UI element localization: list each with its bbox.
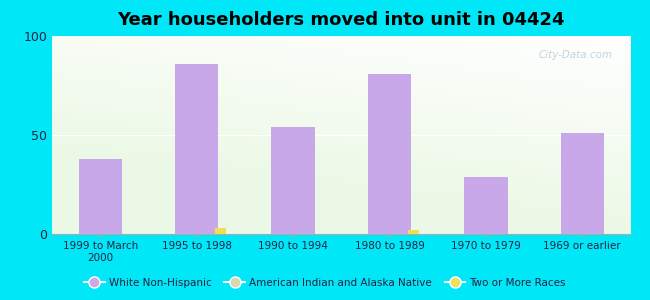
- Bar: [464, 177, 508, 234]
- Title: Year householders moved into unit in 04424: Year householders moved into unit in 044…: [118, 11, 565, 29]
- Bar: [175, 64, 218, 234]
- Text: City-Data.com: City-Data.com: [539, 50, 613, 60]
- Bar: [271, 127, 315, 234]
- Legend: White Non-Hispanic, American Indian and Alaska Native, Two or More Races: White Non-Hispanic, American Indian and …: [80, 274, 570, 292]
- Bar: [560, 133, 604, 234]
- Bar: [408, 230, 419, 234]
- Bar: [215, 228, 226, 234]
- Bar: [368, 74, 411, 234]
- Bar: [79, 159, 122, 234]
